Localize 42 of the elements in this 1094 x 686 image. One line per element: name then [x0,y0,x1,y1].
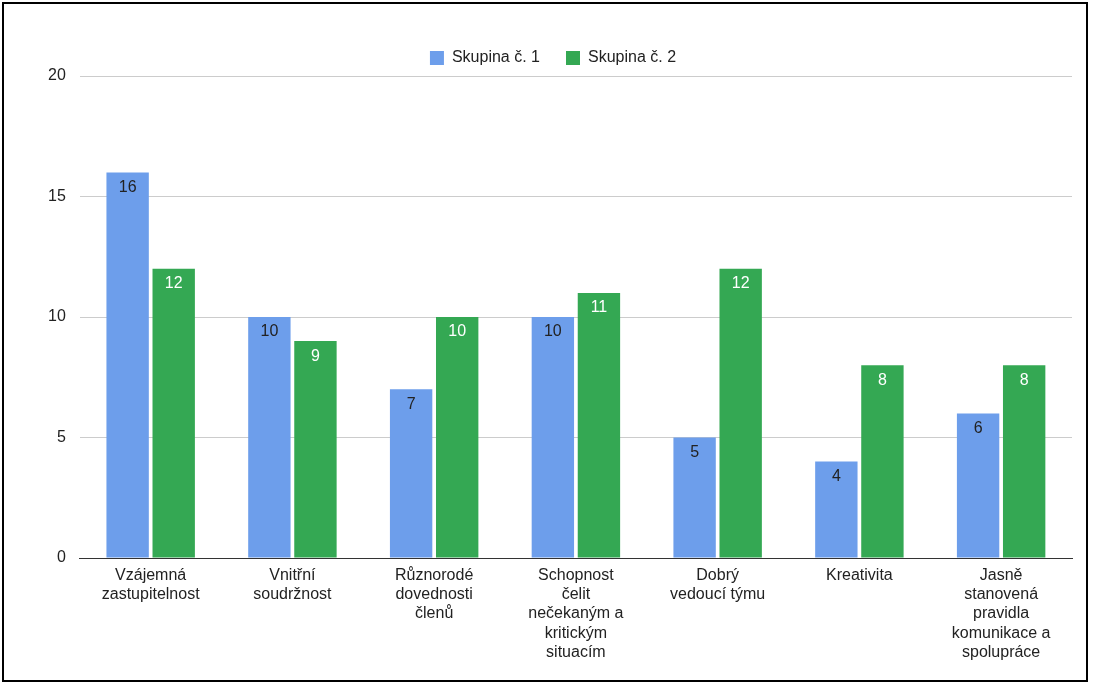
bar [577,292,621,558]
data-label: 10 [260,322,279,340]
bar [815,461,858,558]
data-label: 12 [164,274,183,292]
data-label: 8 [1019,370,1029,388]
bar [531,317,575,558]
data-label: 12 [731,274,750,292]
y-tick-label: 10 [48,307,66,325]
data-label: 4 [831,467,841,485]
bar [861,365,904,558]
data-label: 11 [590,298,608,316]
data-label: 10 [448,322,467,340]
bar [673,437,716,558]
bar [294,341,337,558]
bar [436,317,479,558]
bar [1002,365,1046,558]
data-label: 5 [690,442,700,460]
legend-label: Skupina č. 2 [588,48,677,66]
x-tick-label: Kreativita [826,566,893,584]
y-tick-label: 5 [56,427,66,445]
data-label: 16 [118,177,137,195]
x-tick-label: Různorodé dovednosti členů [395,566,474,622]
data-label: 7 [406,394,416,412]
y-tick-label: 0 [56,548,66,566]
data-label: 9 [310,346,320,364]
bar [956,413,1000,558]
x-tick-label: Jasně stanovená pravidla komunikace a spolupráce [951,566,1051,660]
bar [248,317,291,558]
x-tick-label: Vzájemná zastupitelnost [101,566,201,603]
x-tick-label: Dobrý vedoucí týmu [670,566,766,603]
x-tick-label: Vnitřní soudržnost [253,566,333,603]
bar [152,268,195,558]
y-tick-label: 20 [48,66,66,84]
legend-label: Skupina č. 1 [451,48,541,66]
bar [389,389,433,558]
bar [106,172,149,558]
x-tick-label: Schopnost čelit nečekaným a kritickým situacím [528,566,624,660]
data-label: 8 [877,370,887,388]
y-tick-label: 15 [48,186,66,204]
data-label: 10 [543,322,562,340]
bar [719,268,762,558]
data-label: 6 [973,418,983,436]
